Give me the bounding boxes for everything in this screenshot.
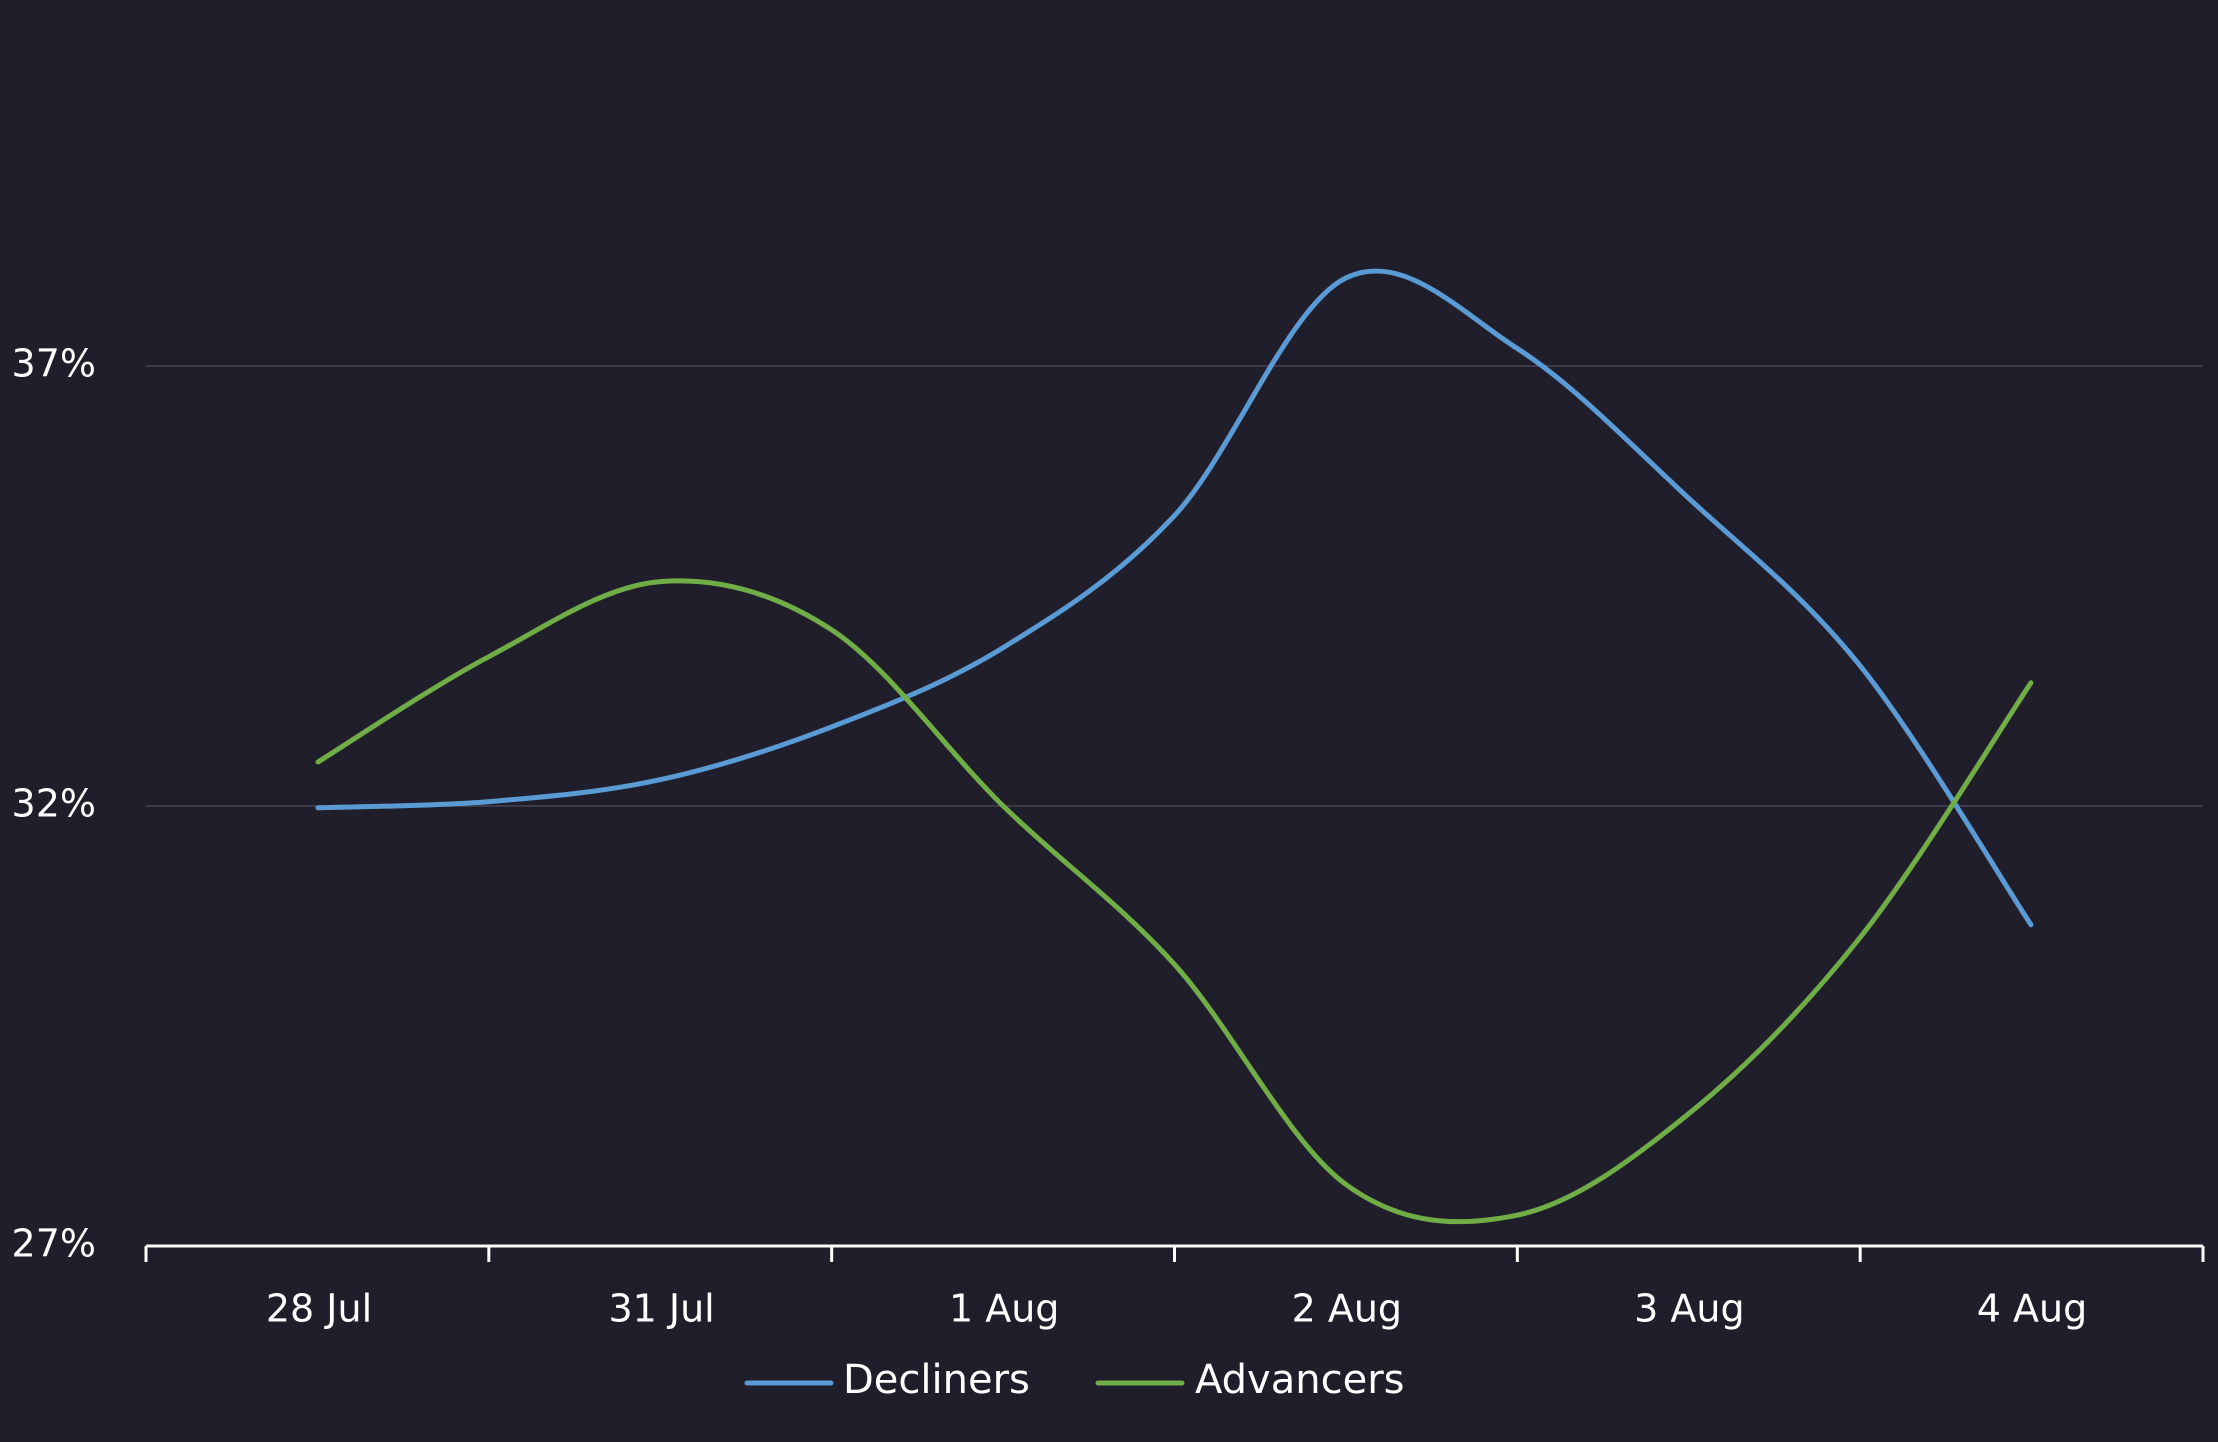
legend-item-advancers: Advancers (1095, 1357, 1404, 1403)
x-tick-label: 2 Aug (1292, 1287, 1402, 1331)
x-tick-label: 1 Aug (949, 1287, 1059, 1331)
series-lines (315, 268, 2034, 1225)
legend-label: Advancers (1195, 1357, 1404, 1403)
y-axis-ticks: 27% 32% 37% (12, 342, 96, 1266)
series-line-decliners (315, 268, 2034, 928)
x-tick-label: 4 Aug (1977, 1287, 2087, 1331)
x-tick-label: 31 Jul (608, 1287, 714, 1331)
y-tick-label: 37% (12, 342, 96, 386)
x-tick-label: 28 Jul (266, 1287, 372, 1331)
legend: Decliners Advancers (744, 1357, 1404, 1403)
legend-label: Decliners (843, 1357, 1030, 1403)
series-line-advancers (315, 578, 2034, 1225)
x-axis: 28 Jul 31 Jul 1 Aug 2 Aug 3 Aug 4 Aug (144, 1244, 2205, 1331)
gridlines (146, 365, 2203, 807)
x-tick-label: 3 Aug (1634, 1287, 1744, 1331)
legend-item-decliners: Decliners (744, 1357, 1030, 1403)
y-tick-label: 27% (12, 1222, 96, 1266)
y-tick-label: 32% (12, 782, 96, 826)
